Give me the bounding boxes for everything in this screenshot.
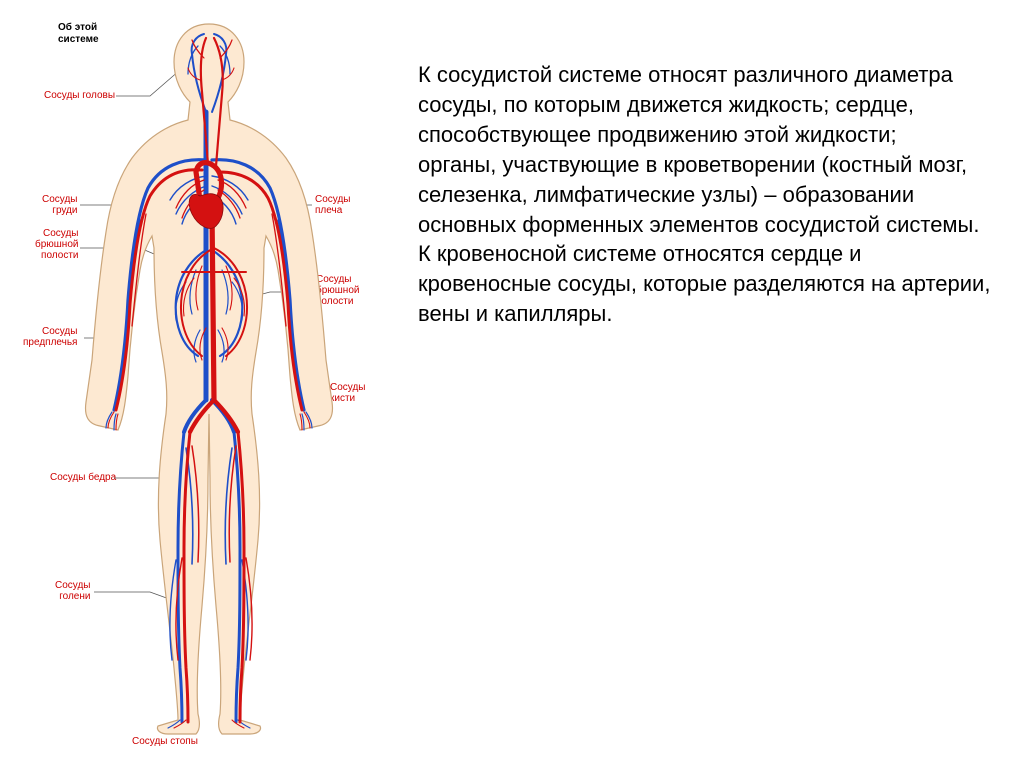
vascular-system-figure [0,0,400,768]
paragraph-2: органы, участвующие в кроветворении (кос… [418,150,994,240]
description-text: К сосудистой системе относят различного … [400,0,1024,768]
paragraph-1: К сосудистой системе относят различного … [418,60,994,150]
paragraph-3: К кровеносной системе относятся сердце и… [418,239,994,329]
anatomy-diagram: Об этойсистеме Сосуды головы Сосудыгруди… [0,0,400,768]
